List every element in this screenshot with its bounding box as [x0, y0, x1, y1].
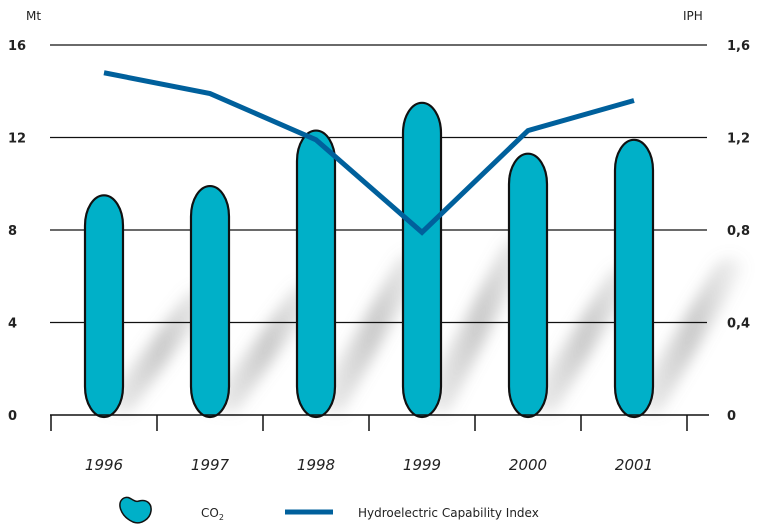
- right-axis-ticks: 0 0,4 0,8 1,2 1,6: [727, 39, 750, 424]
- bar-shadows: [98, 237, 745, 412]
- category-label: 1997: [191, 456, 230, 474]
- co2-bar-1996: [83, 194, 125, 419]
- legend-co2-subscript: 2: [219, 513, 224, 522]
- legend-co2-label: CO2: [201, 506, 224, 522]
- right-tick-label: 0: [727, 409, 736, 424]
- legend-co2-main: CO: [201, 506, 219, 520]
- category-label: 1998: [297, 456, 335, 474]
- left-axis-ticks: 0 4 8 12 16: [8, 39, 26, 424]
- category-label: 2000: [509, 456, 547, 474]
- left-tick-label: 0: [8, 409, 17, 424]
- right-tick-label: 1,2: [727, 132, 750, 147]
- legend: CO2 Hydroelectric Capability Index: [119, 496, 539, 524]
- right-tick-label: 1,6: [727, 39, 750, 54]
- bar-shadow: [416, 237, 533, 412]
- left-tick-label: 4: [8, 317, 17, 332]
- x-axis: [50, 414, 709, 431]
- co2-bar-2001: [613, 138, 655, 419]
- category-label: 1999: [403, 456, 441, 474]
- category-labels: 1996 1997 1998 1999 2000 2001: [85, 456, 653, 474]
- bar-shadow: [204, 282, 321, 412]
- left-tick-label: 8: [8, 224, 17, 239]
- grid-lines: [50, 44, 707, 324]
- right-tick-label: 0,8: [727, 224, 750, 239]
- left-axis-unit: Mt: [26, 9, 41, 23]
- bar-shadow: [628, 257, 745, 412]
- right-axis-unit: IPH: [683, 9, 703, 23]
- co2-bar-1999: [401, 101, 443, 419]
- left-tick-label: 12: [8, 132, 26, 147]
- category-label: 2001: [615, 456, 653, 474]
- co2-bars: [83, 101, 655, 419]
- legend-co2-swatch: [119, 496, 152, 524]
- bar-shadow: [98, 288, 215, 412]
- bar-shadow: [310, 252, 427, 412]
- left-tick-label: 16: [8, 39, 26, 54]
- co2-bar-1997: [189, 184, 231, 419]
- co2-bar-1998: [295, 129, 337, 419]
- bar-shadow: [522, 265, 639, 412]
- hydro-index-line: [103, 70, 635, 236]
- category-label: 1996: [85, 456, 123, 474]
- right-tick-label: 0,4: [727, 317, 750, 332]
- co2-bar-2000: [507, 152, 549, 419]
- legend-line-label: Hydroelectric Capability Index: [358, 506, 539, 520]
- hydro-index-polyline: [103, 70, 635, 236]
